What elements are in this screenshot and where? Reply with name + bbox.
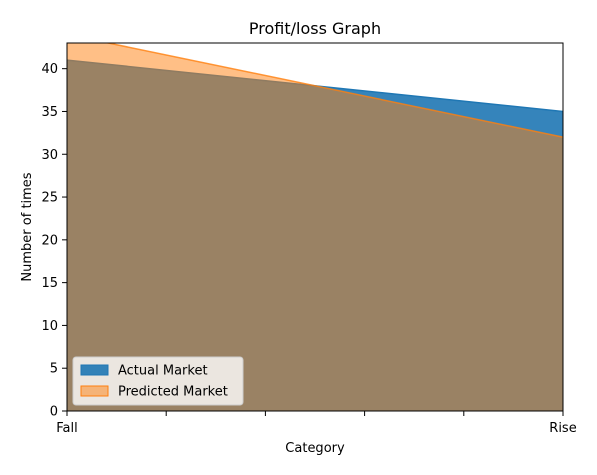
legend-label: Actual Market (118, 364, 208, 379)
y-axis: 0 5 10 15 20 25 30 35 40 (41, 62, 67, 420)
y-tick-label: 25 (41, 191, 58, 206)
y-tick-label: 15 (41, 276, 58, 291)
area-predicted-market (67, 43, 563, 411)
chart-title: Profit/loss Graph (249, 19, 381, 38)
y-tick-label: 40 (41, 62, 58, 77)
plot-frame (66, 42, 564, 412)
y-tick-label: 0 (50, 405, 58, 420)
y-tick-label: 5 (50, 362, 58, 377)
y-tick-label: 20 (41, 233, 58, 248)
y-tick-label: 10 (41, 319, 58, 334)
x-axis: Fall Rise (56, 411, 577, 436)
legend-swatch (80, 364, 109, 376)
line-predicted-market (104, 43, 563, 138)
legend-label: Predicted Market (118, 385, 228, 400)
legend-box (72, 356, 244, 406)
legend: Actual Market Predicted Market (72, 356, 244, 406)
x-axis-label: Category (285, 441, 345, 456)
plot-fills (67, 43, 563, 411)
plot-border (66, 42, 564, 412)
x-tick-label: Fall (56, 421, 77, 436)
x-tick-label: Rise (549, 421, 576, 436)
legend-swatch (80, 385, 109, 397)
y-tick-label: 35 (41, 105, 58, 120)
y-axis-label: Number of times (20, 172, 35, 281)
y-tick-label: 30 (41, 148, 58, 163)
